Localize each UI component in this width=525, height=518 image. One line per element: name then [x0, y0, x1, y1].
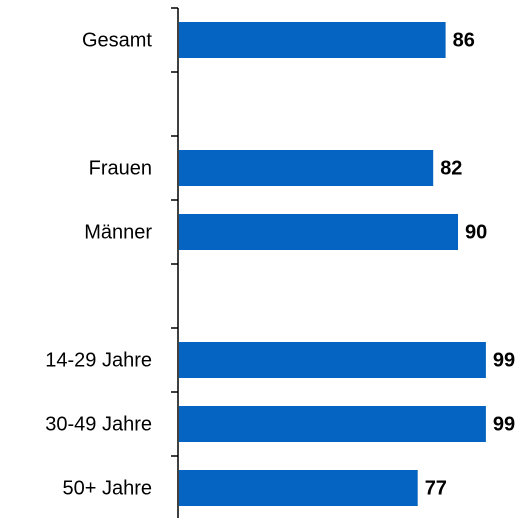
data-label: 86: [453, 29, 475, 51]
bar: [179, 150, 434, 186]
bar: [179, 214, 458, 250]
y-tick-label: 14-29 Jahre: [45, 349, 152, 371]
bar: [179, 470, 418, 506]
bar: [179, 22, 446, 58]
data-label: 99: [493, 349, 515, 371]
bar: [179, 406, 486, 442]
y-tick-label: Männer: [84, 221, 152, 243]
data-label: 90: [465, 221, 487, 243]
y-tick-label: 50+ Jahre: [62, 477, 152, 499]
y-tick-label: Frauen: [89, 157, 152, 179]
data-label: 77: [425, 477, 447, 499]
bar: [179, 342, 486, 378]
data-label: 82: [440, 157, 462, 179]
y-tick-label: Gesamt: [82, 29, 152, 51]
y-tick-label: 30-49 Jahre: [45, 413, 152, 435]
data-label: 99: [493, 413, 515, 435]
